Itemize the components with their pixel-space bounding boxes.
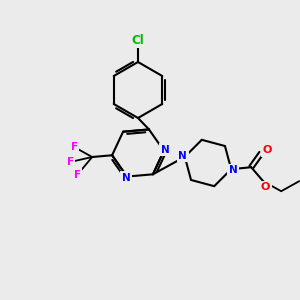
Text: Cl: Cl [132, 34, 144, 46]
Text: F: F [70, 142, 78, 152]
Text: N: N [122, 172, 130, 183]
Text: N: N [178, 151, 187, 161]
Text: F: F [74, 170, 81, 180]
Text: N: N [160, 145, 169, 155]
Text: F: F [67, 157, 74, 167]
Text: O: O [262, 145, 272, 155]
Text: N: N [229, 165, 238, 175]
Text: O: O [260, 182, 270, 192]
